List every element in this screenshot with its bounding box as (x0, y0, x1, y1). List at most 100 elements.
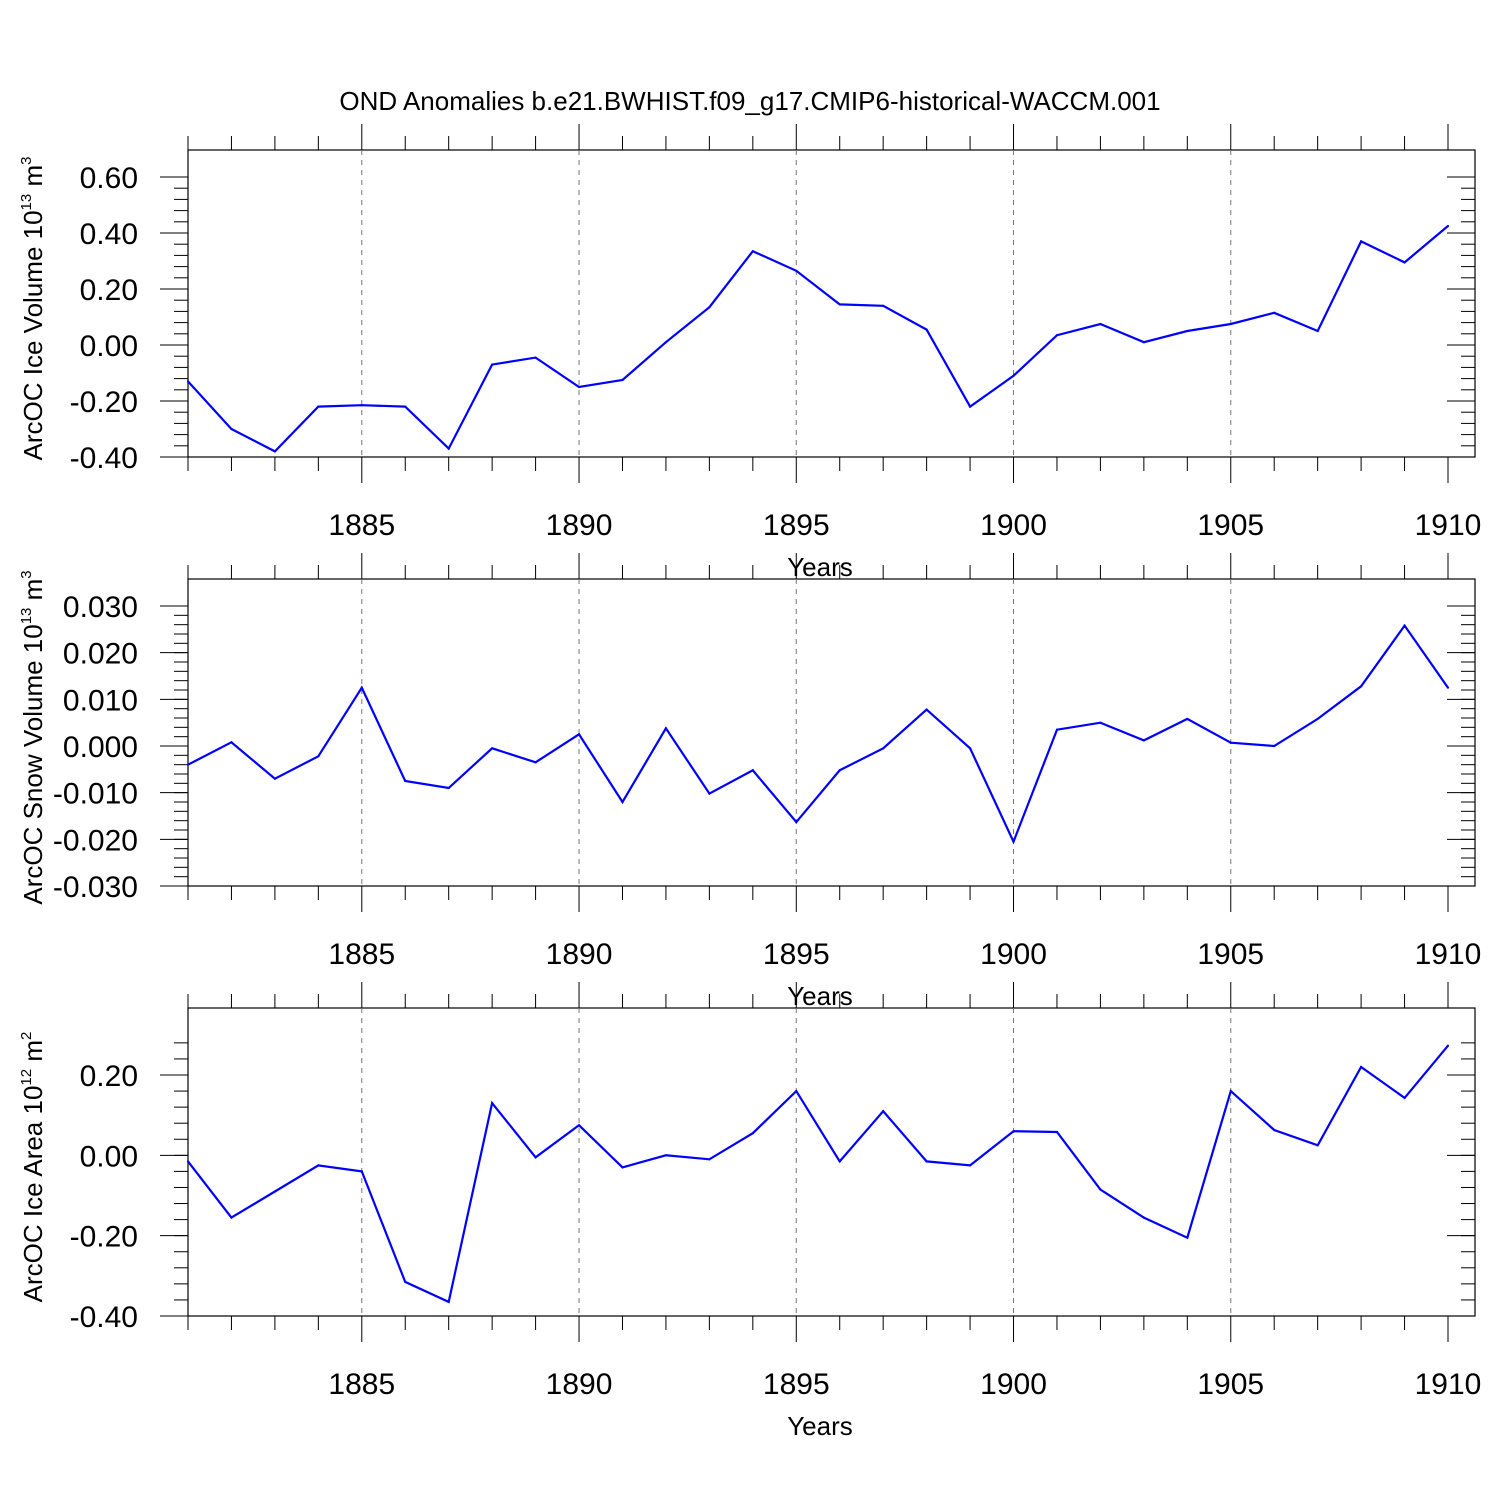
y-tick-label: -0.40 (70, 442, 138, 475)
data-point (1316, 329, 1319, 333)
y-axis-label-unit: m (18, 1040, 48, 1069)
data-point (186, 1160, 190, 1163)
data-point (534, 761, 537, 764)
data-point (273, 777, 276, 780)
plot-frame (187, 578, 1476, 887)
y-tick-label: 0.20 (80, 1060, 138, 1093)
data-point (1446, 224, 1450, 228)
x-tick-label: 1905 (1197, 509, 1264, 542)
data-point (751, 1132, 754, 1135)
data-point (1360, 685, 1363, 688)
data-point (491, 1102, 494, 1105)
y-tick-label: 0.020 (63, 638, 138, 671)
x-tick-label: 1905 (1197, 1368, 1264, 1401)
data-point (882, 304, 885, 307)
data-point (404, 405, 407, 408)
panel-ice-area: 1885 1890 1895 1900 1905 1910 -0.40 -0.20 0.00 0.… (18, 982, 1481, 1441)
data-point (708, 1158, 711, 1161)
data-point (577, 1124, 581, 1127)
data-point (1403, 1096, 1406, 1099)
data-point (186, 380, 190, 383)
y-axis-label-exponent: 13 (18, 608, 35, 625)
x-tick-label: 1885 (328, 509, 395, 542)
data-point (621, 1166, 624, 1169)
y-tick-label: 0.40 (80, 218, 138, 251)
data-point (751, 769, 754, 772)
x-tick-label: 1895 (763, 509, 830, 542)
chart-title: OND Anomalies b.e21.BWHIST.f09_g17.CMIP6… (339, 86, 1160, 116)
data-point (1012, 840, 1015, 843)
data-point (1099, 721, 1102, 724)
data-point (1360, 1065, 1363, 1069)
data-point (968, 405, 972, 408)
x-tick-label: 1885 (328, 1368, 395, 1401)
y-axis-label-unit-exponent: 2 (18, 1032, 35, 1040)
data-point (882, 1110, 885, 1113)
data-point (795, 820, 798, 824)
x-tick-label: 1900 (980, 938, 1047, 971)
data-point (1186, 1236, 1189, 1239)
data-point (230, 741, 233, 744)
data-point (1012, 374, 1015, 377)
y-tick-label: 0.20 (80, 274, 138, 307)
x-tick-label: 1910 (1415, 938, 1482, 971)
panel-snow-volume: 1885 1890 1895 1900 1905 1910 -0.030 -0.020 -0.0… (18, 553, 1481, 1011)
data-point (1403, 624, 1406, 627)
x-tick-label: 1900 (980, 1368, 1047, 1401)
data-point (621, 800, 624, 804)
data-point (447, 447, 450, 450)
data-point (708, 306, 711, 309)
y-tick-label: 0.60 (80, 162, 138, 195)
y-axis-label-unit-exponent: 3 (18, 570, 35, 578)
x-axis-label: Years (787, 552, 853, 582)
data-point (1229, 741, 1232, 744)
y-axis-label: ArcOC Ice Volume 1013 m3 (18, 157, 48, 461)
data-point (795, 1089, 798, 1093)
plot-frame (187, 1007, 1476, 1317)
data-point (882, 747, 885, 750)
data-point (1099, 1188, 1102, 1191)
data-point (968, 747, 972, 750)
data-point (1273, 311, 1276, 314)
data-point (1099, 322, 1102, 326)
data-point (404, 1280, 407, 1283)
data-point (708, 792, 711, 795)
data-point (447, 786, 450, 790)
data-point (1360, 240, 1363, 243)
data-point (1186, 717, 1189, 721)
data-point (1012, 1130, 1015, 1133)
series-line (187, 225, 1449, 453)
data-point (577, 733, 581, 736)
series-line (187, 623, 1449, 845)
data-point (491, 747, 494, 750)
data-point (491, 363, 494, 366)
data-point (664, 727, 668, 730)
x-tick-label: 1895 (763, 938, 830, 971)
data-point (230, 427, 233, 431)
data-point (1186, 329, 1189, 333)
y-axis-label: ArcOC Ice Area 1012 m2 (18, 1032, 48, 1303)
data-point (925, 328, 928, 331)
x-tick-label: 1910 (1415, 509, 1482, 542)
y-tick-label: 0.010 (63, 684, 138, 717)
x-tick-label: 1895 (763, 1368, 830, 1401)
y-axis-label-text: ArcOC Ice Volume 10 (18, 210, 48, 460)
data-point (1446, 686, 1450, 689)
y-axis-label-text: ArcOC Snow Volume 10 (18, 624, 48, 904)
data-point (404, 779, 407, 783)
data-point (230, 1216, 233, 1219)
y-tick-label: -0.20 (70, 386, 138, 419)
data-point (273, 450, 276, 453)
data-point (577, 385, 581, 389)
series-line (187, 1044, 1449, 1304)
y-axis-label-unit: m (18, 165, 48, 194)
data-point (1055, 334, 1059, 337)
data-point (1273, 744, 1276, 748)
data-point (664, 341, 668, 344)
panel-ice-volume: 1885 1890 1895 1900 1905 1910 -0.40 -0.20 0.00 0.… (18, 124, 1481, 582)
data-point (838, 1160, 841, 1163)
y-tick-label: -0.030 (53, 871, 138, 904)
data-point (317, 405, 320, 408)
data-point (925, 708, 928, 711)
